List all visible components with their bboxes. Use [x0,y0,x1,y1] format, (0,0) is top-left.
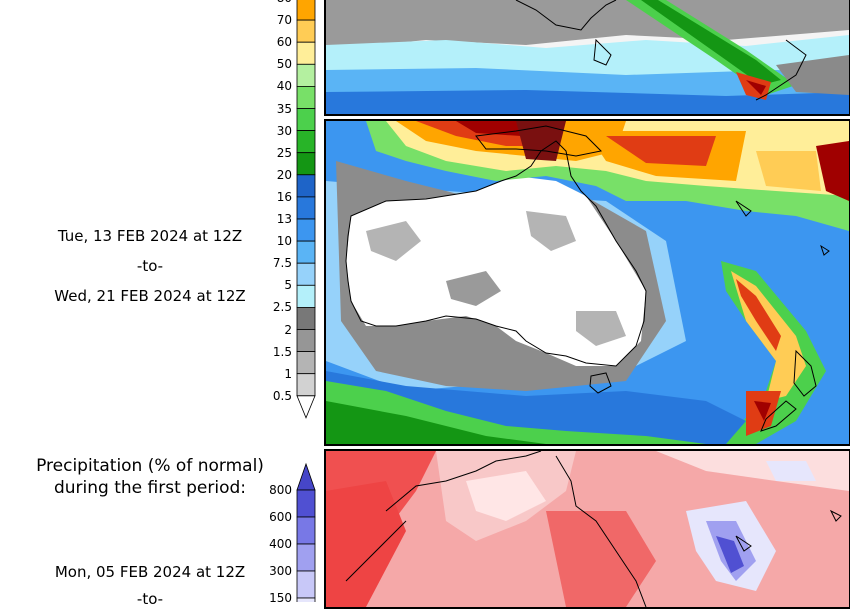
precip-colorbar-swatch [296,329,316,353]
precip-colorbar-swatch [296,130,316,154]
precip-colorbar-tick-label: 16 [276,189,292,204]
pct-colorbar-swatch [296,489,316,518]
period1-start-date: Tue, 13 FEB 2024 at 12Z [57,227,243,245]
precip-colorbar-swatch [296,373,316,397]
forecast-map-previous-svg [326,0,849,114]
precip-colorbar-swatch [296,196,316,220]
precip-colorbar-svg [296,0,316,419]
precip-colorbar-tick-label: 60 [276,35,292,50]
precip-colorbar-tick-label: 2 [284,322,292,337]
precip-colorbar-swatch [296,174,316,198]
precip-colorbar-min-arrow [296,395,316,419]
pct-normal-map [324,449,850,609]
precip-colorbar-tick-label: 20 [276,167,292,182]
pct-colorbar-tick-label: 300 [269,564,292,578]
precip-colorbar-swatch [296,306,316,330]
pct-colorbar-max-arrow [296,462,316,491]
precip-colorbar-tick-label: 5 [284,278,292,293]
precip-colorbar-tick-label: 25 [276,145,292,160]
period2-separator: -to- [136,590,164,608]
precip-colorbar-tick-label: 0.5 [272,388,292,403]
precip-colorbar-tick-label: 30 [276,123,292,138]
precip-colorbar-swatch [296,152,316,176]
pct-normal-title: Precipitation (% of normal) [36,456,264,476]
forecast-map-previous [324,0,850,116]
precip-colorbar-swatch [296,108,316,132]
precip-colorbar-tick-label: 35 [276,101,292,116]
precip-colorbar-swatch [296,0,316,21]
precip-colorbar-tick-label: 13 [276,212,292,226]
precip-colorbar-swatch [296,63,316,87]
pct-colorbar-tick-label: 800 [269,483,292,497]
pct-colorbar-tick-label: 600 [269,510,292,524]
precip-colorbar-tick-label: 7.5 [272,256,292,271]
precip-colorbar-tick-label: 2.5 [272,300,292,315]
precip-colorbar-swatch [296,19,316,43]
pct-normal-subtitle: during the first period: [53,478,247,498]
precip-colorbar-tick-label: 70 [276,13,292,28]
precip-colorbar-tick-label: 80 [262,0,292,4]
period1-separator: -to- [136,257,164,275]
pct-colorbar-svg [296,462,316,602]
precip-colorbar-tick-label: 40 [276,79,292,94]
precip-colorbar-swatch [296,351,316,375]
precip-colorbar-tick-label: 50 [276,57,292,72]
precip-colorbar-tick-label: 10 [276,234,292,249]
precip-colorbar-tick-label: 1.5 [272,344,292,359]
forecast-map-current [324,119,850,446]
forecast-map-current-svg [326,121,849,444]
pct-colorbar-tick-label: 400 [269,537,292,551]
pct-colorbar [296,462,316,602]
period1-end-date: Wed, 21 FEB 2024 at 12Z [54,287,246,305]
precip-colorbar [296,0,316,420]
pct-colorbar-swatch [296,516,316,545]
precip-colorbar-swatch [296,41,316,65]
precip-colorbar-swatch [296,86,316,109]
precip-colorbar-tick-label: 1 [284,366,292,381]
pct-normal-map-svg [326,451,849,607]
period2-start-date: Mon, 05 FEB 2024 at 12Z [54,563,246,581]
